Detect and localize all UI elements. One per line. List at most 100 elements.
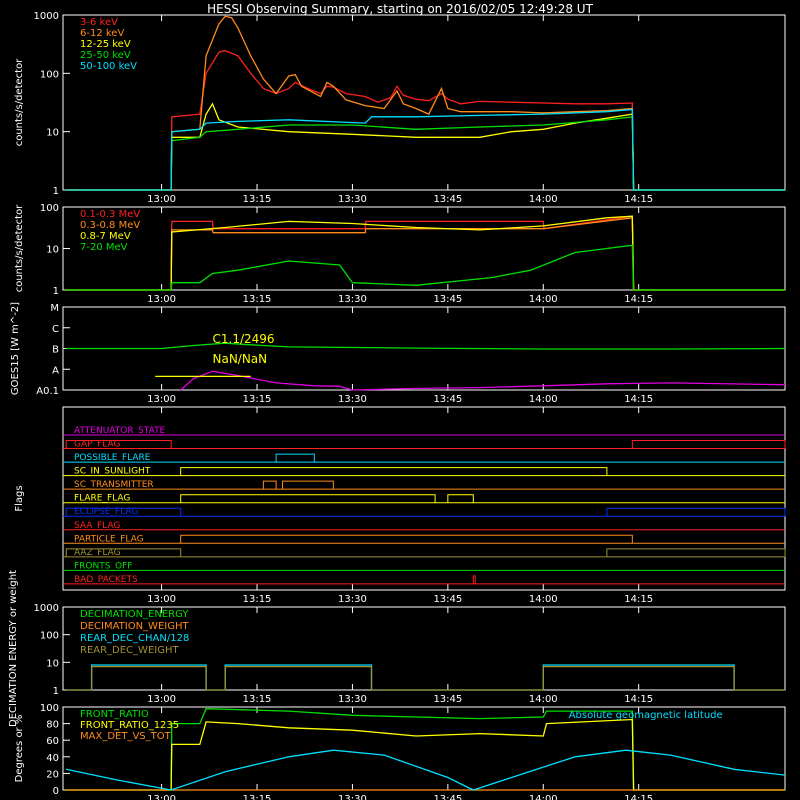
goes-class-annotation: C1.1/2496: [212, 332, 274, 346]
flag-label: GAP_FLAG: [74, 440, 120, 450]
y-axis-label: counts/s/detector: [14, 204, 25, 292]
legend-entry: 0.1-0.3 MeV: [80, 209, 140, 220]
x-tick-label: 13:00: [147, 794, 176, 800]
x-tick-label: 13:30: [338, 194, 367, 205]
series-line: [66, 665, 785, 691]
flag-segment: [65, 440, 172, 449]
x-tick-label: 13:30: [338, 294, 367, 305]
legend-entry: REAR_DEC_CHAN/128: [80, 633, 189, 644]
flag-segment: [631, 440, 786, 449]
series-line: [66, 664, 785, 691]
legend-entry: FRONT_RATIO_1235: [80, 720, 179, 731]
x-tick-label: 13:30: [338, 394, 367, 405]
x-tick-label: 14:00: [529, 794, 558, 800]
y-tick-label: M: [50, 303, 59, 314]
flag-segment: [262, 480, 277, 490]
x-tick-label: 14:15: [624, 194, 653, 205]
x-tick-label: 13:15: [243, 194, 272, 205]
flag-label: SC_IN_SUNLIGHT: [74, 467, 151, 477]
y-axis-label: Degrees or %: [14, 715, 25, 783]
x-tick-label: 14:15: [624, 594, 653, 605]
x-tick-label: 14:15: [624, 294, 653, 305]
x-tick-label: 13:45: [433, 194, 462, 205]
legend-entry: 12-25 keV: [80, 39, 131, 50]
y-tick-label: 10: [46, 658, 59, 669]
x-tick-label: 13:15: [243, 694, 272, 705]
flag-segment: [180, 534, 633, 544]
legend-entry: 25-50 keV: [80, 50, 131, 61]
flag-label: BAD_PACKETS: [74, 575, 138, 585]
panels: 13:00 13:15 13:30 13:45 14:00 14:151101001000…: [8, 11, 786, 800]
flag-label: FLARE_FLAG: [74, 494, 130, 504]
legend-entry: REAR_DEC_WEIGHT: [80, 645, 179, 656]
series-line: [66, 244, 785, 291]
panel-frame: [62, 14, 786, 191]
legend-entry: FRONT_RATIO: [80, 709, 149, 720]
flag-segment: [65, 548, 182, 557]
goes-nan-annotation: NaN/NaN: [212, 352, 267, 366]
y-tick-label: 1000: [34, 603, 59, 614]
panel-flags: 13:00 13:15 13:30 13:45 14:00 14:15 Flags ATTEN…: [14, 406, 786, 605]
y-tick-label: 80: [46, 720, 59, 731]
series-line: [180, 370, 786, 391]
y-tick-label: 60: [46, 736, 59, 747]
y-tick-label: 100: [40, 69, 59, 80]
flag-segment: [65, 507, 182, 517]
y-tick-label: 1: [53, 686, 59, 697]
y-tick-label: A: [52, 365, 59, 376]
x-tick-label: 14:00: [529, 294, 558, 305]
x-tick-label: 14:15: [624, 394, 653, 405]
panel-high-energy-rates: 13:00 13:15 13:30 13:45 14:00 14:15 1 10 100 coun…: [14, 203, 786, 305]
y-axis-label: Flags: [14, 485, 25, 511]
flag-segment: [472, 575, 476, 584]
series-line: [66, 217, 785, 291]
y-tick-label: 1: [53, 186, 59, 197]
x-tick-label: 14:15: [624, 694, 653, 705]
flag-segment: [180, 494, 436, 503]
flag-label: ATTENUATOR_STATE: [74, 426, 166, 436]
flag-label: POSSIBLE_FLARE: [74, 453, 151, 463]
legend-entry: 0.3-0.8 MeV: [80, 220, 140, 231]
legend-entry: 0.8-7 MeV: [80, 231, 131, 242]
flag-label: SAA_FLAG: [74, 521, 120, 531]
x-tick-label: 13:15: [243, 794, 272, 800]
flag-segment: [180, 467, 608, 476]
x-tick-label: 13:45: [433, 594, 462, 605]
flag-label: PARTICLE_FLAG: [74, 534, 144, 544]
y-tick-label: 20: [46, 769, 59, 780]
y-tick-label: 0: [53, 786, 59, 797]
x-tick-label: 13:45: [433, 294, 462, 305]
series-line: [66, 718, 785, 791]
y-tick-label: 100: [40, 703, 59, 714]
series-line: [66, 15, 785, 191]
flag-segment: [281, 480, 334, 490]
x-tick-label: 13:45: [433, 694, 462, 705]
x-tick-label: 13:00: [147, 194, 176, 205]
panel-decimation: 13:00 13:15 13:30 13:45 14:00 14:15 1 10 100 1000…: [8, 570, 786, 727]
flag-segment: [606, 548, 786, 557]
y-tick-label: 100: [40, 631, 59, 642]
panel-ratios: 13:00 13:15 13:30 13:45 14:00 14:15 0 20 40 60 80 1…: [14, 703, 786, 800]
x-tick-label: 13:00: [147, 594, 176, 605]
y-tick-label: C: [52, 324, 59, 335]
series-line: [66, 215, 785, 291]
x-tick-label: 13:30: [338, 594, 367, 605]
series-line: [66, 108, 785, 191]
y-tick-label: B: [52, 345, 59, 356]
x-tick-label: 13:00: [147, 694, 176, 705]
x-tick-label: 13:15: [243, 594, 272, 605]
legend-entry: 6-12 keV: [80, 28, 124, 39]
panel-frame: [62, 406, 786, 591]
x-tick-label: 14:00: [529, 194, 558, 205]
x-tick-label: 13:00: [147, 294, 176, 305]
x-tick-label: 13:45: [433, 394, 462, 405]
y-axis-label: DECIMATION ENERGY or weight: [8, 570, 19, 727]
y-tick-label: A0.1: [36, 386, 59, 397]
y-axis-label: counts/s/detector: [14, 58, 25, 146]
y-tick-label: 10: [46, 245, 59, 256]
series-line: [66, 342, 786, 350]
legend-entry: 50-100 keV: [80, 61, 137, 72]
flag-segment: [606, 507, 786, 517]
